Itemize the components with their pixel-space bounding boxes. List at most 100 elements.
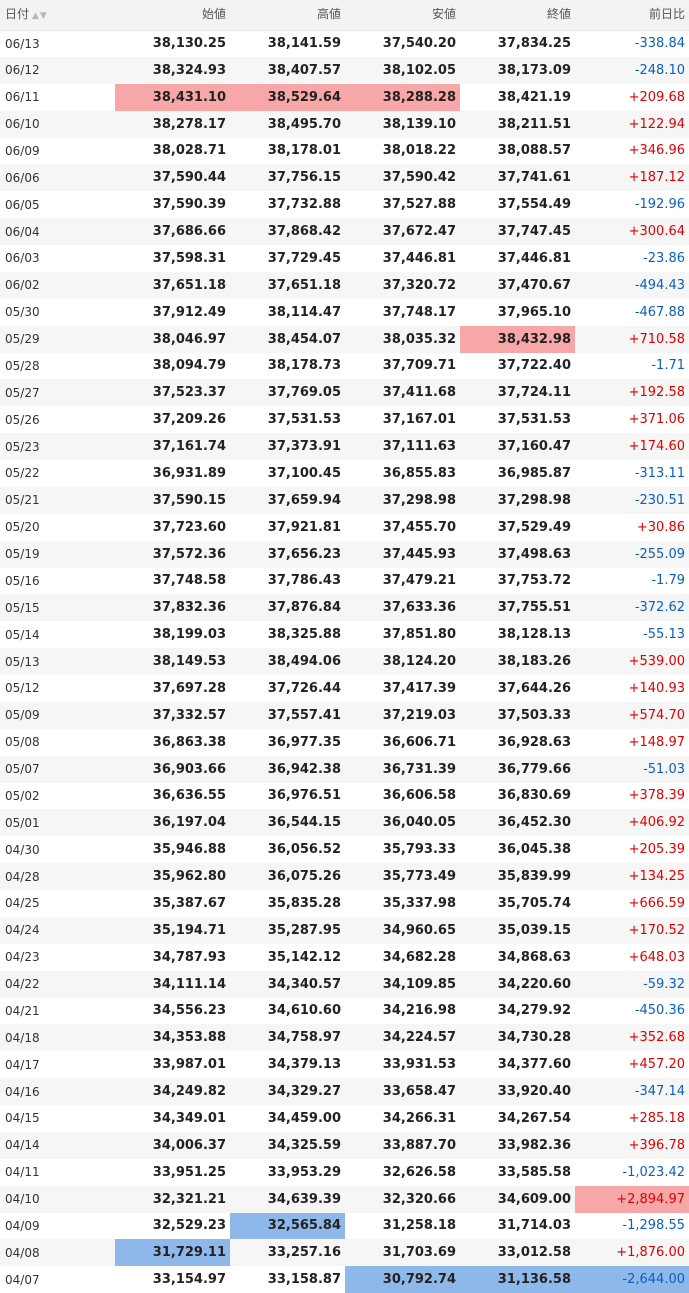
sort-arrows-icon[interactable]: ▲▼ xyxy=(32,11,48,22)
high-cell: 38,114.47 xyxy=(267,304,341,320)
close-cell: 31,714.03 xyxy=(497,1218,571,1234)
date-cell: 04/23 xyxy=(5,950,40,965)
date-cell: 04/18 xyxy=(5,1030,40,1045)
table-row: 05/29 38,046.97 38,454.07 38,035.32 38,432.9… xyxy=(0,325,689,353)
date-cell: 05/23 xyxy=(5,439,40,454)
low-cell: 34,224.57 xyxy=(382,1030,456,1046)
change-cell: +396.78 xyxy=(628,1137,685,1153)
close-cell: 37,834.25 xyxy=(497,36,571,52)
open-cell: 37,697.28 xyxy=(152,680,226,696)
open-cell: 34,353.88 xyxy=(152,1030,226,1046)
change-cell: +192.58 xyxy=(628,385,685,401)
close-column-header[interactable]: 終値 xyxy=(460,0,575,31)
open-cell: 37,686.66 xyxy=(152,224,226,240)
open-cell: 37,523.37 xyxy=(152,385,226,401)
table-row: 05/02 36,636.55 36,976.51 36,606.58 36,830.6… xyxy=(0,782,689,810)
open-cell: 34,787.93 xyxy=(152,949,226,965)
high-cell: 38,454.07 xyxy=(267,331,341,347)
date-column-header[interactable]: 日付 ▲▼ xyxy=(0,0,115,31)
table-row: 06/06 37,590.44 37,756.15 37,590.42 37,741.6… xyxy=(0,164,689,192)
high-cell: 38,178.01 xyxy=(267,143,341,159)
close-cell: 34,220.60 xyxy=(497,976,571,992)
open-cell: 38,278.17 xyxy=(152,116,226,132)
close-cell: 33,982.36 xyxy=(497,1137,571,1153)
open-cell: 35,946.88 xyxy=(152,842,226,858)
change-cell: +122.94 xyxy=(628,116,685,132)
change-cell: +170.52 xyxy=(628,922,685,938)
close-cell: 36,779.66 xyxy=(497,761,571,777)
low-cell: 37,590.42 xyxy=(382,170,456,186)
high-cell: 37,373.91 xyxy=(267,439,341,455)
change-cell: +539.00 xyxy=(628,654,685,670)
close-cell: 36,045.38 xyxy=(497,842,571,858)
change-cell: +174.60 xyxy=(628,439,685,455)
table-row: 04/17 33,987.01 34,379.13 33,931.53 34,377.6… xyxy=(0,1051,689,1079)
change-column-header[interactable]: 前日比 xyxy=(575,0,689,31)
table-row: 05/26 37,209.26 37,531.53 37,167.01 37,531.5… xyxy=(0,406,689,434)
change-cell: +140.93 xyxy=(628,680,685,696)
open-cell: 37,723.60 xyxy=(152,519,226,535)
table-row: 04/25 35,387.67 35,835.28 35,337.98 35,705.7… xyxy=(0,890,689,917)
close-cell: 33,920.40 xyxy=(497,1084,571,1100)
open-cell: 37,209.26 xyxy=(152,412,226,428)
date-cell: 05/26 xyxy=(5,412,40,427)
close-cell: 37,755.51 xyxy=(497,600,571,616)
open-cell: 36,197.04 xyxy=(152,815,226,831)
low-column-header[interactable]: 安値 xyxy=(345,0,460,31)
low-cell: 33,887.70 xyxy=(382,1137,456,1153)
table-row: 05/27 37,523.37 37,769.05 37,411.68 37,724.1… xyxy=(0,379,689,407)
high-cell: 37,868.42 xyxy=(267,224,341,240)
date-cell: 06/05 xyxy=(5,197,40,212)
high-cell: 33,257.16 xyxy=(267,1245,341,1261)
low-cell: 33,658.47 xyxy=(382,1084,456,1100)
low-cell: 32,320.66 xyxy=(382,1191,456,1207)
close-cell: 38,421.19 xyxy=(497,89,571,105)
close-cell: 35,705.74 xyxy=(497,895,571,911)
change-cell: -338.84 xyxy=(634,36,685,52)
low-cell: 31,703.69 xyxy=(382,1245,456,1261)
date-cell: 05/28 xyxy=(5,358,40,373)
high-cell: 34,325.59 xyxy=(267,1137,341,1153)
open-cell: 35,962.80 xyxy=(152,869,226,885)
low-cell: 35,793.33 xyxy=(382,842,456,858)
close-cell: 37,470.67 xyxy=(497,277,571,293)
open-cell: 36,636.55 xyxy=(152,788,226,804)
open-cell: 37,651.18 xyxy=(152,277,226,293)
high-cell: 37,557.41 xyxy=(267,707,341,723)
high-cell: 34,379.13 xyxy=(267,1057,341,1073)
open-cell: 37,590.44 xyxy=(152,170,226,186)
open-cell: 34,556.23 xyxy=(152,1003,226,1019)
table-header: 日付 ▲▼ 始値 高値 安値 終値 前日比 xyxy=(0,0,689,31)
date-cell: 04/08 xyxy=(5,1245,40,1260)
table-row: 06/04 37,686.66 37,868.42 37,672.47 37,747.4… xyxy=(0,218,689,245)
low-cell: 37,219.03 xyxy=(382,707,456,723)
table-row: 04/14 34,006.37 34,325.59 33,887.70 33,982.3… xyxy=(0,1131,689,1159)
close-cell: 33,585.58 xyxy=(497,1164,571,1180)
open-cell: 33,987.01 xyxy=(152,1057,226,1073)
open-cell: 35,387.67 xyxy=(152,895,226,911)
close-cell: 38,183.26 xyxy=(497,654,571,670)
date-cell: 04/07 xyxy=(5,1272,40,1287)
change-cell: -494.43 xyxy=(634,277,685,293)
close-cell: 35,839.99 xyxy=(497,869,571,885)
low-cell: 37,540.20 xyxy=(382,36,456,52)
high-cell: 36,056.52 xyxy=(267,842,341,858)
close-cell: 37,741.61 xyxy=(497,170,571,186)
change-cell: +352.68 xyxy=(628,1030,685,1046)
table-row: 04/28 35,962.80 36,075.26 35,773.49 35,839.9… xyxy=(0,863,689,890)
date-cell: 05/01 xyxy=(5,815,40,830)
table-row: 06/12 38,324.93 38,407.57 38,102.05 38,173.0… xyxy=(0,56,689,84)
change-cell: -255.09 xyxy=(634,546,685,562)
table-row: 04/18 34,353.88 34,758.97 34,224.57 34,730.2… xyxy=(0,1024,689,1052)
close-cell: 37,644.26 xyxy=(497,680,571,696)
date-cell: 04/16 xyxy=(5,1084,40,1099)
low-cell: 37,479.21 xyxy=(382,573,456,589)
close-cell: 37,724.11 xyxy=(497,385,571,401)
low-cell: 34,109.85 xyxy=(382,976,456,992)
open-column-header[interactable]: 始値 xyxy=(115,0,230,31)
low-cell: 33,931.53 xyxy=(382,1057,456,1073)
low-cell: 34,216.98 xyxy=(382,1003,456,1019)
table-row: 04/24 35,194.71 35,287.95 34,960.65 35,039.1… xyxy=(0,916,689,944)
date-cell: 04/09 xyxy=(5,1218,40,1233)
high-column-header[interactable]: 高値 xyxy=(230,0,345,31)
